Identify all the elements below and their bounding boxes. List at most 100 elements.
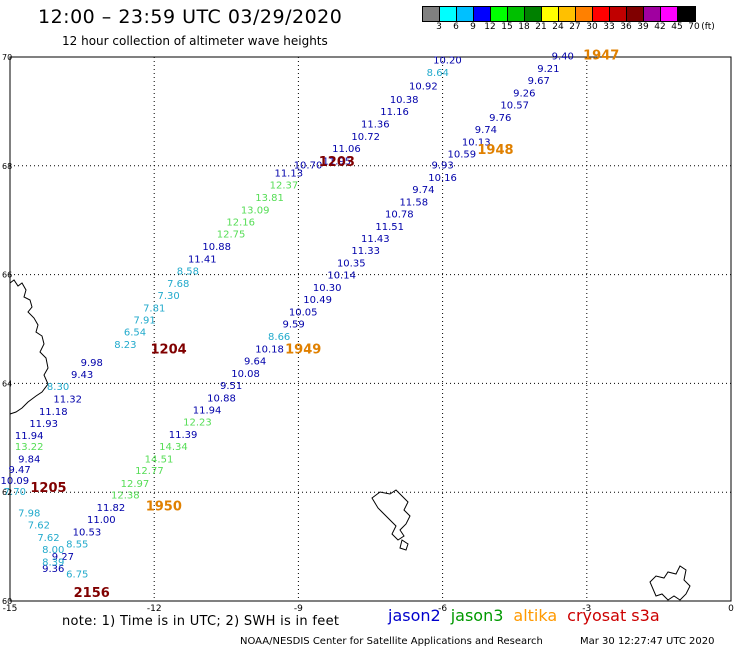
pass-time-label: 2156: [74, 586, 110, 601]
swh-value-track-a: 9.84: [18, 454, 40, 465]
swh-value-track-b: 14.51: [145, 454, 174, 465]
swh-value-track-b: 10.14: [327, 270, 356, 281]
color-scale-bar: [422, 6, 696, 22]
color-swatch: [627, 7, 644, 21]
swh-value-track-a: 13.22: [15, 442, 44, 453]
color-swatch: [491, 7, 508, 21]
swh-value-track-c: 8.39: [42, 558, 64, 569]
swh-value-track-a: 12.75: [217, 230, 246, 241]
latitude-tick-label: 60: [2, 597, 12, 606]
color-scale-label: 33: [603, 22, 615, 32]
satellite-legend: jason2 jason3 altika cryosat s3a: [388, 606, 670, 625]
latitude-tick-label: 70: [2, 53, 12, 62]
color-scale-label: 21: [535, 22, 547, 32]
legend-jason2: jason2: [388, 606, 441, 625]
swh-value-track-b: 10.53: [73, 528, 102, 539]
color-scale-label: 18: [518, 22, 530, 32]
color-scale-label: 36: [620, 22, 632, 32]
timestamp-text: Mar 30 12:27:47 UTC 2020: [580, 636, 715, 647]
pass-time-label: 1205: [30, 481, 66, 496]
swh-value-track-a: 8.30: [47, 382, 69, 393]
longitude-tick-label: -9: [294, 604, 303, 614]
color-scale-label: 3: [436, 22, 442, 32]
credit-text: NOAA/NESDIS Center for Satellite Applica…: [240, 636, 543, 647]
pass-time-label: 1950: [146, 500, 182, 515]
color-swatch: [576, 7, 593, 21]
color-scale-label: 45: [671, 22, 683, 32]
page-title: 12:00 – 23:59 UTC 03/29/2020: [38, 6, 343, 28]
color-scale-label: 30: [586, 22, 598, 32]
pass-time-label: 1949: [285, 342, 321, 357]
swh-value-track-a: 10.70: [294, 161, 323, 172]
swh-value-track-b: 9.51: [220, 381, 242, 392]
color-swatch: [542, 7, 559, 21]
swh-value-track-b: 10.35: [337, 258, 366, 269]
swh-value-track-b: 9.59: [282, 319, 304, 330]
swh-value-track-a: 6.54: [124, 328, 146, 339]
pass-time-label: 1204: [151, 342, 187, 357]
swh-value-track-b: 9.74: [475, 125, 497, 136]
swh-value-track-b: 9.76: [489, 113, 511, 124]
swh-value-track-c: 6.75: [66, 570, 88, 581]
color-swatch: [644, 7, 661, 21]
swh-value-track-a: 9.98: [81, 358, 103, 369]
swh-value-track-b: 11.39: [169, 430, 198, 441]
footer-note: note: 1) Time is in UTC; 2) SWH is in fe…: [62, 614, 340, 629]
latitude-tick-label: 66: [2, 271, 12, 280]
swh-value-track-b: 10.88: [207, 393, 236, 404]
color-swatch: [508, 7, 525, 21]
swh-value-track-a: 8.23: [114, 340, 136, 351]
latitude-tick-label: 62: [2, 488, 12, 497]
legend-jason3: jason3: [450, 606, 504, 625]
swh-value-track-b: 12.23: [183, 417, 212, 428]
color-scale-label: 12: [484, 22, 496, 32]
swh-value-track-a: 11.41: [188, 255, 217, 266]
swh-value-track-b: 10.16: [428, 173, 457, 184]
swh-value-track-b: 9.21: [537, 64, 559, 75]
color-swatch: [559, 7, 576, 21]
swh-value-track-a: 11.36: [361, 120, 390, 131]
swh-value-track-b: 10.78: [385, 209, 414, 220]
swh-value-track-b: 9.67: [528, 76, 550, 87]
iceland-coastline: [9, 279, 49, 415]
swh-value-track-b: 11.94: [193, 405, 222, 416]
swh-value-track-a: 8.58: [177, 267, 199, 278]
swh-value-track-a: 9.43: [71, 370, 93, 381]
swh-value-track-a: 11.94: [15, 431, 44, 442]
swh-value-track-a: 8.64: [427, 68, 449, 79]
color-scale-label: 70: [688, 22, 700, 32]
pass-time-label: 1947: [583, 49, 619, 64]
swh-value-track-a: 11.32: [53, 394, 82, 405]
swh-value-track-a: 7.30: [157, 291, 179, 302]
swh-value-track-b: 10.59: [448, 150, 477, 161]
swh-value-track-a: 13.09: [241, 206, 270, 217]
color-swatch: [610, 7, 627, 21]
swh-value-track-b: 12.97: [121, 479, 150, 490]
longitude-tick-label: -12: [147, 604, 162, 614]
swh-value-track-a: 10.38: [390, 95, 419, 106]
swh-value-track-a: 7.81: [143, 304, 165, 315]
color-scale-unit: (ft): [701, 22, 715, 32]
swh-value-track-b: 9.64: [244, 356, 266, 367]
legend-altika: altika: [513, 606, 558, 625]
swh-value-track-a: 12.16: [226, 218, 255, 229]
swh-value-track-b: 10.57: [500, 101, 529, 112]
swh-value-track-b: 10.05: [289, 307, 318, 318]
swh-value-track-b: 10.08: [231, 369, 260, 380]
color-scale-labels: 3 6 9 12 15 18 21 24 27 30 33 36 39 42 45 70 (ft): [422, 22, 740, 34]
longitude-tick-label: 0: [728, 604, 734, 614]
swh-value-track-b: 9.36: [42, 564, 64, 575]
color-scale-label: 15: [501, 22, 513, 32]
swh-value-track-a: 13.81: [255, 193, 284, 204]
swh-value-track-b: 12.38: [111, 491, 140, 502]
color-scale-label: 6: [453, 22, 459, 32]
swh-value-track-b: 11.58: [399, 198, 428, 209]
swh-value-track-b: 11.51: [375, 222, 404, 233]
latitude-tick-label: 68: [2, 162, 12, 171]
swh-value-track-a: 10.72: [351, 132, 380, 143]
swh-value-track-a: 10.92: [409, 82, 438, 93]
color-scale-label: 42: [654, 22, 666, 32]
swh-value-track-a: 7.91: [133, 316, 155, 327]
swh-value-track-b: 9.40: [552, 52, 574, 63]
